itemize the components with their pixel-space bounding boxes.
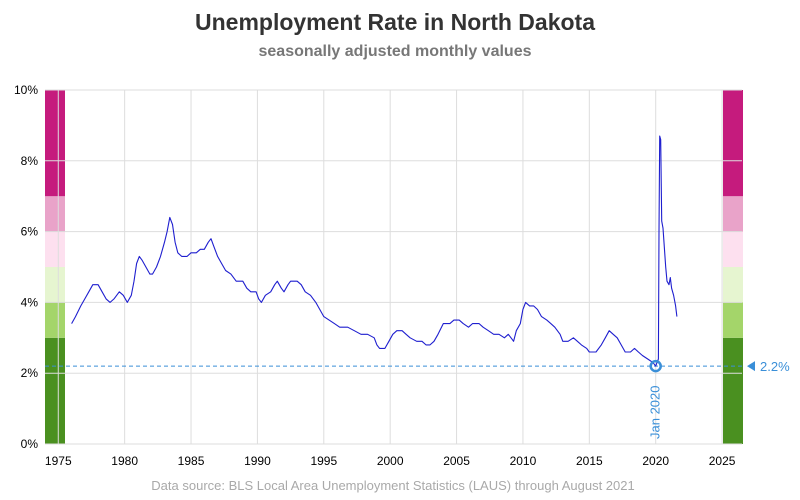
gridlines bbox=[45, 89, 742, 445]
reference-value-label: 2.2% bbox=[760, 359, 790, 374]
x-tick-label: 1980 bbox=[111, 454, 138, 468]
y-tick-label: 8% bbox=[21, 154, 39, 168]
color-band-left-0 bbox=[45, 337, 65, 444]
color-band-left-1 bbox=[45, 302, 65, 338]
x-tick-label: 2020 bbox=[642, 454, 669, 468]
color-band-right-4 bbox=[723, 196, 743, 232]
color-band-left-4 bbox=[45, 196, 65, 232]
chart-subtitle: seasonally adjusted monthly values bbox=[259, 43, 532, 60]
color-band-right-2 bbox=[723, 267, 743, 303]
x-tick-label: 2010 bbox=[510, 454, 537, 468]
source-note: Data source: BLS Local Area Unemployment… bbox=[151, 478, 634, 493]
x-tick-label: 2015 bbox=[576, 454, 603, 468]
color-band-left-3 bbox=[45, 231, 65, 267]
x-tick-label: 2025 bbox=[709, 454, 736, 468]
x-tick-label: 1985 bbox=[178, 454, 205, 468]
y-tick-label: 4% bbox=[21, 295, 39, 309]
reference-marker: 2.2% Jan 2020 bbox=[45, 359, 790, 439]
tick-labels: 1975 1980 1985 1990 1995 2000 2005 2010 2015 2020… bbox=[14, 83, 736, 468]
x-tick-label: 2000 bbox=[377, 454, 404, 468]
reference-date-label: Jan 2020 bbox=[648, 386, 663, 440]
y-tick-label: 0% bbox=[21, 437, 39, 451]
series-line-0 bbox=[71, 135, 678, 367]
color-band-left-5 bbox=[45, 90, 65, 197]
x-tick-label: 2005 bbox=[443, 454, 470, 468]
reference-point bbox=[649, 359, 662, 373]
color-band-right-1 bbox=[723, 302, 743, 338]
color-band-left-2 bbox=[45, 267, 65, 303]
y-tick-label: 6% bbox=[21, 225, 39, 239]
x-tick-label: 1995 bbox=[310, 454, 337, 468]
y-tick-label: 2% bbox=[21, 366, 39, 380]
color-band-right-5 bbox=[723, 90, 743, 197]
color-band-right-3 bbox=[723, 231, 743, 267]
reference-arrow-icon bbox=[747, 361, 755, 372]
color-band-right-0 bbox=[723, 337, 743, 444]
series bbox=[71, 135, 678, 373]
x-tick-label: 1975 bbox=[45, 454, 72, 468]
x-tick-label: 1990 bbox=[244, 454, 271, 468]
chart-title: Unemployment Rate in North Dakota bbox=[195, 9, 595, 35]
color-bands bbox=[45, 90, 743, 444]
y-tick-label: 10% bbox=[14, 83, 38, 97]
